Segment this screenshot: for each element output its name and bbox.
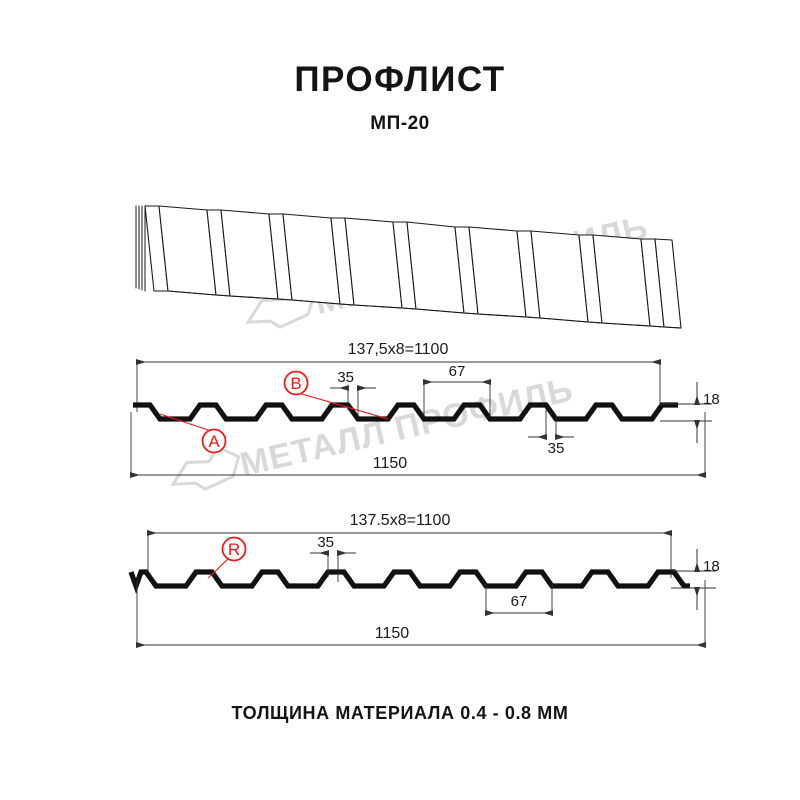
dim-label-67-top: 67: [449, 363, 466, 380]
callout-a: A: [159, 413, 227, 454]
dim-label-35-bottom: 35: [317, 534, 334, 551]
dim-label-overall-top-2: 137.5x8=1100: [350, 512, 451, 529]
callout-circle-r: [221, 536, 247, 562]
iso-rib: [392, 221, 527, 318]
dim-label-1150-bottom: 1150: [375, 625, 410, 642]
iso-rib: [516, 230, 651, 327]
dim-label-18-bottom: 18: [703, 558, 720, 575]
dim-overall-bottom-2: 1150: [136, 580, 706, 648]
profile-outline-top: [133, 402, 678, 422]
isometric-profile-view: [135, 205, 682, 329]
dim-67-top: 67: [423, 363, 491, 417]
section-bottom-view: 137.5x8=1100 35 67: [128, 512, 720, 648]
dim-label-1150-top: 1150: [373, 455, 408, 472]
callout-b: B: [283, 370, 389, 420]
dim-overall-bottom-top-section: 1150: [130, 412, 706, 478]
watermark-logo-icon-2: [170, 445, 241, 491]
callout-label-b: B: [290, 374, 301, 393]
dim-overall-top: 137,5x8=1100: [136, 341, 661, 365]
iso-rib: [268, 213, 403, 309]
material-thickness-note: ТОЛЩИНА МАТЕРИАЛА 0.4 - 0.8 ММ: [231, 703, 569, 723]
iso-top-faces: [144, 205, 656, 240]
dim-label-35-top-right: 35: [548, 440, 565, 457]
dim-35-top-right: 35: [528, 410, 574, 457]
dim-67-bottom: 67: [485, 584, 553, 616]
profile-outline-bottom: [128, 569, 690, 594]
sheet-edge: [135, 205, 146, 292]
callout-circle-a: [201, 428, 227, 454]
title-block: ПРОФЛИСТ МП-20: [0, 60, 800, 135]
callout-r: R: [207, 536, 247, 579]
dim-label-67-bottom: 67: [511, 593, 528, 610]
dim-label-35-top-left: 35: [337, 369, 354, 386]
dim-overall-top-2: 137.5x8=1100: [147, 512, 672, 536]
dim-35-bottom: 35: [310, 534, 356, 582]
iso-bottom-outline: [153, 290, 682, 329]
page-title: ПРОФЛИСТ: [294, 60, 506, 99]
dim-18-bottom: 18: [671, 549, 720, 610]
dim-label-overall-top: 137,5x8=1100: [348, 341, 449, 358]
callout-circle-b: [283, 370, 309, 396]
section-top-view: 137,5x8=1100 35 67: [130, 341, 720, 478]
watermark-middle: МЕТАЛЛ ПРОФИЛЬ: [170, 370, 577, 491]
dim-18-top: 18: [660, 382, 720, 443]
iso-rib: [144, 205, 279, 300]
dim-label-18-top: 18: [703, 391, 720, 408]
callout-label-r: R: [228, 540, 240, 559]
page-subtitle: МП-20: [370, 112, 430, 134]
callout-label-a: A: [208, 432, 220, 451]
